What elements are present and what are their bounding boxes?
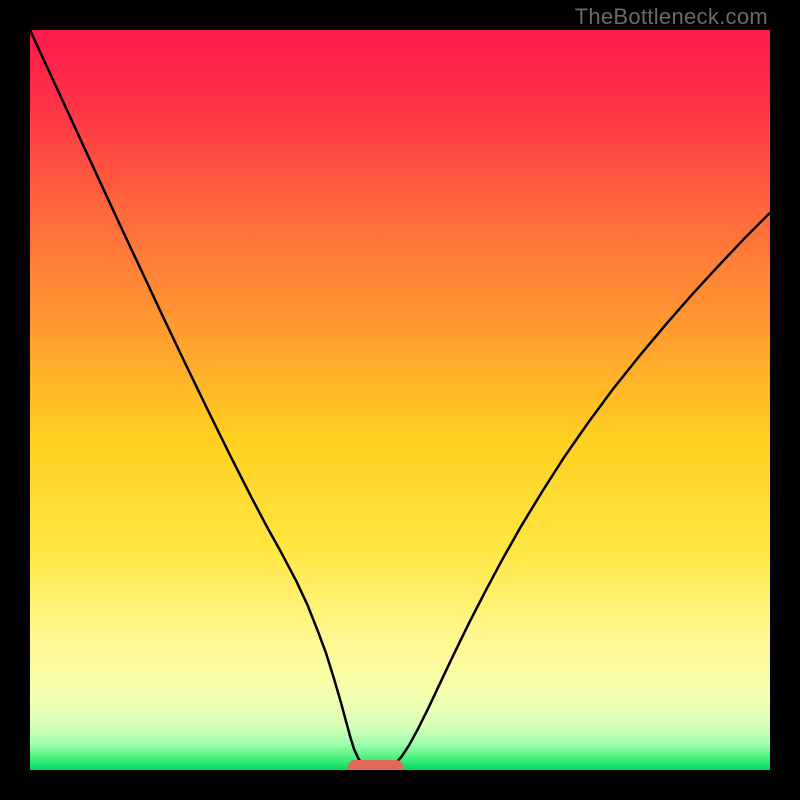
plot-area: [30, 30, 770, 770]
left-curve: [30, 30, 372, 769]
right-curve: [384, 213, 770, 769]
watermark-text: TheBottleneck.com: [575, 4, 768, 30]
curve-layer: [30, 30, 770, 770]
chart-frame: TheBottleneck.com: [0, 0, 800, 800]
bottom-marker: [348, 760, 404, 770]
